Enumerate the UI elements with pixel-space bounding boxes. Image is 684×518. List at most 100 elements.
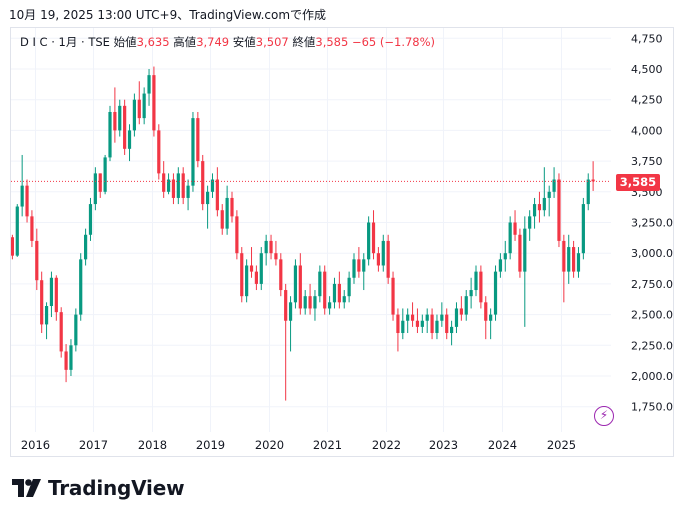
y-tick-label: 3,250.0 bbox=[631, 217, 673, 230]
candle-body bbox=[415, 320, 420, 327]
candle-body bbox=[572, 247, 576, 272]
x-tick-label: 2024 bbox=[488, 438, 517, 452]
symbol-label[interactable]: D I C · 1月 · TSE bbox=[20, 35, 110, 49]
y-tick-label: 4,000 bbox=[631, 124, 663, 137]
candle-body bbox=[479, 271, 483, 303]
candle-body bbox=[259, 253, 263, 284]
low-value: 3,507 bbox=[255, 35, 289, 49]
candle-body bbox=[381, 240, 385, 266]
candle-body bbox=[318, 271, 322, 297]
candle-body bbox=[284, 290, 288, 321]
candle-body bbox=[489, 314, 493, 321]
candle-body bbox=[523, 228, 527, 272]
y-tick-label: 1,750.0 bbox=[631, 401, 673, 414]
chart-creation-caption: 10月 19, 2025 13:00 UTC+9、TradingView.com… bbox=[9, 8, 327, 22]
candle-body bbox=[225, 197, 229, 229]
candle-body bbox=[201, 161, 205, 205]
candle-body bbox=[303, 296, 307, 309]
y-tick-label: 2,750.0 bbox=[631, 278, 673, 291]
logo-text: TradingView bbox=[48, 476, 185, 500]
candle-body bbox=[98, 173, 102, 192]
candle-body bbox=[249, 265, 254, 272]
candle-body bbox=[84, 234, 88, 260]
candlestick-chart[interactable]: 1,750.0 2,000.0 2,250.0 2,500.0 2,750.0 3,000… bbox=[11, 28, 675, 458]
x-tick-label: 2016 bbox=[21, 438, 50, 452]
candle-body bbox=[562, 240, 566, 272]
candle-body bbox=[469, 290, 473, 297]
candle-body bbox=[240, 253, 244, 297]
candle-body bbox=[493, 271, 498, 315]
candle-body bbox=[586, 179, 590, 205]
candle-body bbox=[69, 345, 73, 370]
candle-body bbox=[118, 105, 122, 131]
candle-body bbox=[576, 253, 581, 272]
candle-body bbox=[49, 277, 54, 307]
lightning-bolt-icon[interactable]: ⚡ bbox=[594, 406, 614, 426]
candle-body bbox=[230, 197, 234, 217]
candle-body bbox=[162, 173, 166, 192]
candle-body bbox=[450, 326, 454, 334]
candle-body bbox=[93, 173, 97, 205]
low-label: 安値 bbox=[232, 35, 256, 49]
candle-body bbox=[464, 296, 468, 315]
candle-body bbox=[113, 111, 117, 131]
open-label: 始値 bbox=[113, 35, 137, 49]
candle-body bbox=[206, 191, 210, 205]
y-tick-label: 3,000.0 bbox=[631, 247, 673, 260]
x-tick-label: 2019 bbox=[196, 438, 225, 452]
y-tick-label: 2,000.0 bbox=[631, 370, 673, 383]
tradingview-logo[interactable]: TradingView bbox=[12, 476, 185, 500]
candle-body bbox=[518, 234, 522, 272]
candle-body bbox=[35, 240, 39, 281]
ohlc-legend[interactable]: D I C · 1月 · TSE 始値3,635 高値3,749 安値3,507… bbox=[20, 34, 435, 50]
candle-body bbox=[430, 314, 434, 334]
chart-frame[interactable]: 1,750.0 2,000.0 2,250.0 2,500.0 2,750.0 3,000… bbox=[10, 27, 674, 457]
candle-body bbox=[147, 75, 151, 94]
candle-body bbox=[454, 308, 459, 327]
x-tick-label: 2023 bbox=[429, 438, 458, 452]
candle-body bbox=[445, 314, 449, 334]
y-tick-label: 3,750 bbox=[631, 155, 663, 168]
candle-body bbox=[537, 204, 542, 211]
candle-body bbox=[552, 179, 556, 192]
candle-body bbox=[308, 296, 312, 309]
candle-body bbox=[313, 296, 317, 309]
candle-body bbox=[137, 99, 141, 119]
candle-body bbox=[181, 173, 185, 198]
candle-body bbox=[513, 222, 517, 235]
candle-body bbox=[376, 253, 380, 266]
candle-body bbox=[357, 259, 361, 272]
candle-body bbox=[191, 118, 195, 186]
candle-body bbox=[210, 179, 215, 192]
candle-body bbox=[220, 210, 224, 229]
candle-body bbox=[157, 130, 161, 174]
candle-body bbox=[342, 296, 346, 303]
candle-body bbox=[103, 157, 107, 192]
open-value: 3,635 bbox=[136, 35, 170, 49]
last-price-tag: 3,585 bbox=[616, 174, 660, 191]
candle-body bbox=[503, 253, 507, 260]
candle-body bbox=[20, 185, 24, 207]
candle-body bbox=[64, 351, 68, 370]
candle-body bbox=[557, 179, 561, 241]
candle-body bbox=[171, 179, 176, 198]
candle-body bbox=[166, 179, 171, 192]
y-tick-label: 4,500 bbox=[631, 63, 663, 76]
candle-body bbox=[323, 271, 327, 309]
candle-body bbox=[371, 222, 376, 254]
candle-body bbox=[484, 302, 488, 321]
candle-body bbox=[59, 312, 63, 352]
candle-body bbox=[142, 93, 146, 119]
x-tick-label: 2021 bbox=[313, 438, 342, 452]
candle-body bbox=[581, 204, 585, 254]
candle-body bbox=[235, 216, 239, 254]
candle-body bbox=[547, 191, 551, 198]
y-tick-label: 2,500.0 bbox=[631, 309, 673, 322]
candle-body bbox=[337, 283, 341, 303]
candle-body bbox=[279, 259, 283, 291]
candle-body bbox=[367, 222, 371, 260]
y-tick-label: 4,750 bbox=[631, 32, 663, 45]
candle-body bbox=[386, 240, 390, 278]
candle-body bbox=[288, 302, 293, 321]
candle-body bbox=[88, 204, 93, 235]
